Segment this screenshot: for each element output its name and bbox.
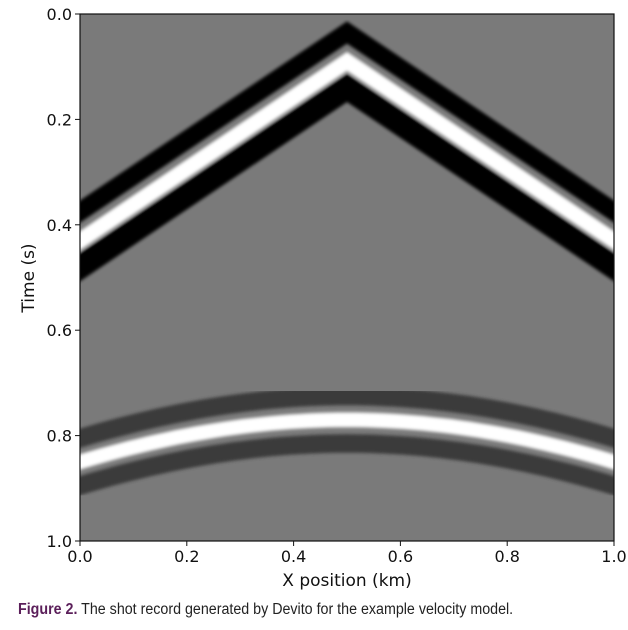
x-tick-label: 0.6	[388, 547, 413, 566]
reflection-band-1	[80, 412, 614, 470]
y-tick-label: 0.6	[47, 321, 72, 340]
x-tick-label: 0.2	[174, 547, 199, 566]
x-tick-label: 1.0	[601, 547, 626, 566]
y-tick-label: 1.0	[47, 532, 72, 551]
figure-caption: Figure 2. The shot record generated by D…	[18, 601, 570, 619]
plot-frame	[79, 13, 615, 542]
caption-text: The shot record generated by Devito for …	[81, 601, 514, 618]
y-tick-label: 0.4	[47, 216, 72, 235]
y-tick-label: 0.8	[47, 427, 72, 446]
direct-wave-band-1	[80, 51, 614, 251]
heatmap-area	[80, 14, 614, 541]
x-axis: 0.0 0.2 0.4 0.6 0.8 1.0	[67, 541, 627, 566]
x-axis-label: X position (km)	[282, 571, 411, 591]
direct-wave-event	[80, 21, 614, 282]
direct-wave-band-2	[80, 73, 614, 282]
y-axis: 0.0 0.2 0.4 0.6 0.8 1.0	[47, 5, 80, 551]
x-tick-label: 0.4	[281, 547, 306, 566]
caption-label: Figure 2.	[18, 601, 78, 618]
reflection-band-2	[80, 434, 614, 496]
y-tick-label: 0.2	[47, 110, 72, 129]
y-axis-label: Time (s)	[19, 243, 39, 313]
shot-record-chart: 0.0 0.2 0.4 0.6 0.8 1.0 0.0 0.2 0.4 0.6 0.8 1.0 X …	[19, 5, 627, 591]
shot-record-figure: 0.0 0.2 0.4 0.6 0.8 1.0 0.0 0.2 0.4 0.6 0.8 1.0 X …	[19, 5, 627, 591]
reflection-event	[80, 386, 614, 496]
direct-wave-band-0	[80, 21, 614, 223]
reflection-band-0	[80, 386, 614, 448]
x-tick-label: 0.0	[67, 547, 92, 566]
x-tick-label: 0.8	[494, 547, 519, 566]
y-tick-label: 0.0	[47, 5, 72, 24]
